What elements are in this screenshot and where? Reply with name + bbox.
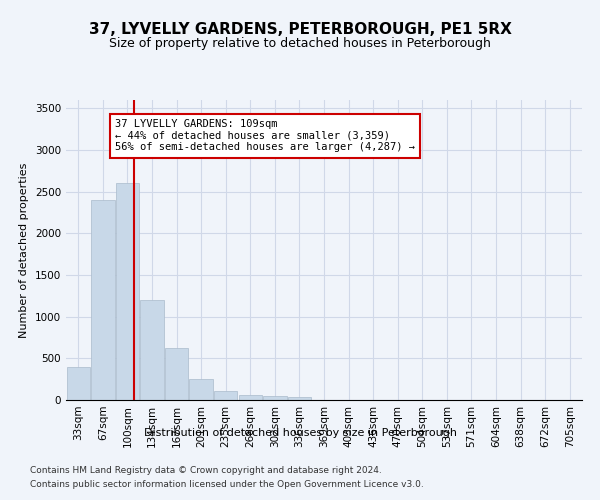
Text: 37 LYVELLY GARDENS: 109sqm
← 44% of detached houses are smaller (3,359)
56% of s: 37 LYVELLY GARDENS: 109sqm ← 44% of deta… (115, 119, 415, 152)
Bar (67, 366, 90, 400)
Bar (91, 200, 115, 400)
Text: Contains public sector information licensed under the Open Government Licence v3: Contains public sector information licen… (30, 480, 424, 489)
Bar (214, 391, 238, 400)
Bar (165, 348, 188, 400)
Text: Size of property relative to detached houses in Peterborough: Size of property relative to detached ho… (109, 38, 491, 51)
Bar (116, 184, 139, 400)
Text: Distribution of detached houses by size in Peterborough: Distribution of detached houses by size … (143, 428, 457, 438)
Y-axis label: Number of detached properties: Number of detached properties (19, 162, 29, 338)
Bar (190, 379, 213, 400)
Bar (140, 300, 164, 400)
Bar (239, 394, 262, 400)
Bar (263, 396, 287, 400)
Text: 37, LYVELLY GARDENS, PETERBOROUGH, PE1 5RX: 37, LYVELLY GARDENS, PETERBOROUGH, PE1 5… (89, 22, 511, 38)
Bar (288, 396, 311, 400)
Text: Contains HM Land Registry data © Crown copyright and database right 2024.: Contains HM Land Registry data © Crown c… (30, 466, 382, 475)
